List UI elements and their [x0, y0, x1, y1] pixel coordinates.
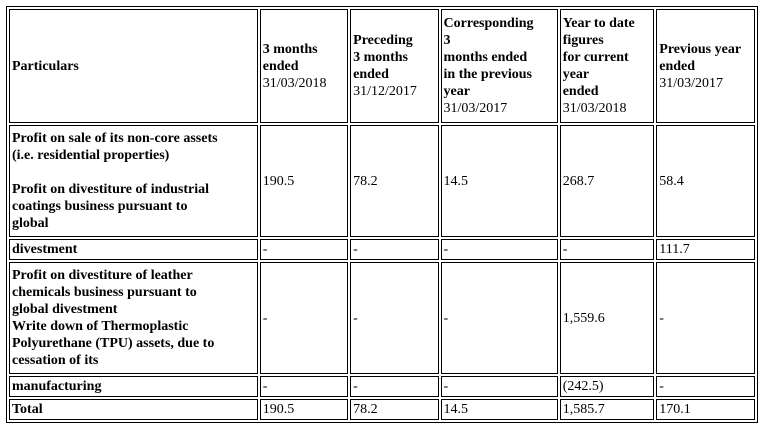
header-preceding-3-months: Preceding 3 months ended 31/12/2017 [350, 9, 439, 123]
cell-value: 78.2 [350, 399, 439, 420]
cell-value: - [656, 376, 755, 397]
cell-value: 1,559.6 [559, 262, 655, 374]
row-label: divestment [9, 239, 258, 260]
header-date: 31/12/2017 [353, 84, 417, 99]
cell-value: - [440, 239, 558, 260]
row-label: manufacturing [9, 376, 258, 397]
table-row: manufacturing - - - (242.5) - [9, 376, 755, 397]
cell-value: - [350, 262, 439, 374]
header-label: Corresponding 3 months ended in the prev… [443, 16, 534, 99]
table-row: divestment - - - - 111.7 [9, 239, 755, 260]
header-date: 31/03/2017 [659, 75, 724, 91]
cell-value: 1,585.7 [559, 399, 655, 420]
cell-value: 170.1 [656, 399, 755, 420]
cell-value: - [656, 262, 755, 374]
cell-value: - [350, 376, 439, 397]
cell-value: 78.2 [350, 125, 439, 237]
cell-value: 58.4 [656, 125, 755, 237]
total-row: Total 190.5 78.2 14.5 1,585.7 170.1 [9, 399, 755, 420]
cell-value: 190.5 [259, 125, 349, 237]
header-label: Previous year ended [659, 41, 742, 74]
cell-value: - [259, 376, 349, 397]
cell-value: (242.5) [559, 376, 655, 397]
cell-value: 14.5 [440, 125, 558, 237]
header-label: Year to date figures for current year en… [562, 16, 635, 99]
cell-value: - [259, 262, 349, 374]
cell-value: - [350, 239, 439, 260]
header-previous-year: Previous year ended 31/03/2017 [656, 9, 755, 123]
cell-value: - [440, 376, 558, 397]
cell-value: - [559, 239, 655, 260]
financial-table: Particulars 3 months ended 31/03/2018 Pr… [6, 6, 758, 423]
header-date: 31/03/2017 [443, 101, 508, 116]
header-particulars: Particulars [9, 9, 258, 123]
table-row: Profit on divestiture of leather chemica… [9, 262, 755, 374]
header-corresponding-3-months: Corresponding 3 months ended in the prev… [440, 9, 558, 123]
cell-value: - [259, 239, 349, 260]
cell-value: - [440, 262, 558, 374]
table-row: Profit on sale of its non-core assets (i… [9, 125, 755, 237]
header-date: 31/03/2018 [562, 101, 627, 116]
header-3-months-ended: 3 months ended 31/03/2018 [259, 9, 349, 123]
header-year-to-date: Year to date figures for current year en… [559, 9, 655, 123]
row-label: Total [9, 399, 258, 420]
cell-value: 14.5 [440, 399, 558, 420]
row-label: Profit on divestiture of leather chemica… [9, 262, 258, 374]
cell-value: 190.5 [259, 399, 349, 420]
cell-value: 111.7 [656, 239, 755, 260]
header-label: 3 months ended [262, 41, 318, 74]
cell-value: 268.7 [559, 125, 655, 237]
header-date: 31/03/2018 [262, 75, 327, 91]
header-label: Preceding 3 months ended [353, 33, 413, 82]
row-label: Profit on sale of its non-core assets (i… [9, 125, 258, 237]
header-row: Particulars 3 months ended 31/03/2018 Pr… [9, 9, 755, 123]
